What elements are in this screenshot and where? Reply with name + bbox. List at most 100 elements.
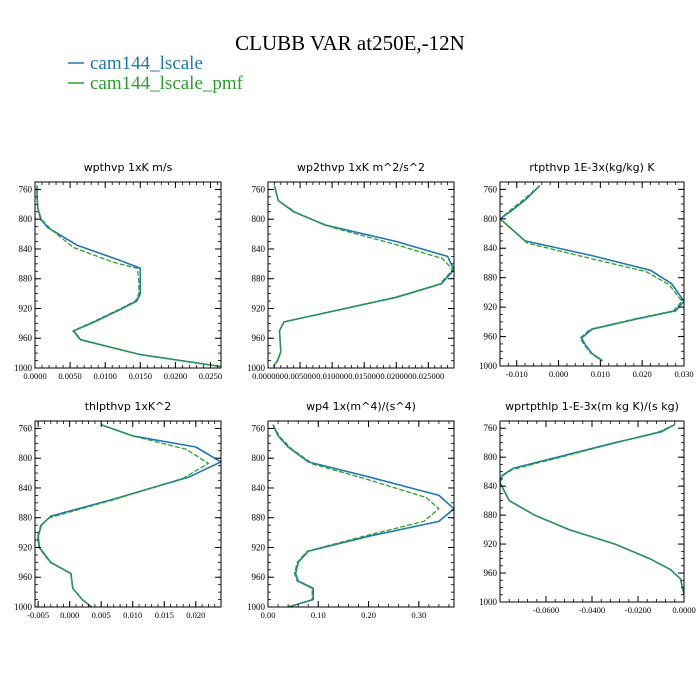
panel-6: wprtpthlp 1-E-3x(m kg K)/(s kg) 760 800 840… [479,400,696,615]
x-tick-label: -0.010 [506,369,528,379]
x-tick-label: 0.005000 [284,371,316,381]
y-tick-label: 800 [19,214,33,224]
x-tick-label: 0.020 [186,610,205,620]
x-tick-label: 0.0100 [94,371,117,381]
x-tick-label: 0.30 [411,610,426,620]
y-tick-label: 1000 [14,602,33,612]
x-tick-label: -0.0400 [579,605,605,615]
x-tick-label: 0.010 [123,610,142,620]
series-line-2 [272,424,440,607]
y-tick-label: 960 [252,572,266,582]
y-tick-label: 880 [484,510,498,520]
legend-entry: cam144_lscale [68,53,203,74]
y-tick-label: 840 [252,244,266,254]
y-tick-label: 920 [19,542,33,552]
y-tick-label: 1000 [247,363,266,373]
series-line-2 [36,424,210,607]
x-tick-label: 0.0200 [164,371,187,381]
y-tick-label: 800 [484,214,498,224]
y-tick-label: 920 [484,302,498,312]
panel-2: wp2thvp 1xK m^2/s^2 760 800 840 880 920 960 100… [247,161,455,381]
x-tick-label: 0.0000 [672,605,695,615]
y-tick-label: 800 [484,452,498,462]
figure-title: CLUBB VAR at250E,-12N [235,31,465,55]
panel-1: wpthvp 1xK m/s76080084088092096010000.00… [14,161,222,381]
legend-entry: cam144_lscale_pmf [68,73,244,94]
y-tick-label: 920 [252,542,266,552]
legend: cam144_lscale cam144_lscale_pmf [68,53,244,94]
y-tick-label: 800 [252,453,266,463]
y-tick-label: 840 [252,483,266,493]
x-tick-label: -0.0200 [625,605,651,615]
y-tick-label: 960 [19,572,33,582]
x-tick-label: 0.025000 [412,371,444,381]
y-tick-label: 840 [19,483,33,493]
y-tick-label: 960 [484,568,498,578]
x-tick-label: 0.0250 [199,371,222,381]
y-tick-label: 1000 [247,602,266,612]
y-tick-label: 840 [484,481,498,491]
y-tick-label: 880 [484,273,498,283]
y-tick-label: 960 [252,333,266,343]
y-tick-label: 960 [19,333,33,343]
y-tick-label: 760 [19,423,33,433]
plot-frame [34,181,222,369]
y-tick-label: 880 [19,274,33,284]
x-tick-label: 0.00 [261,610,276,620]
series-line-2 [500,424,684,595]
panel-4: thlpthvp 1xK^2 760 800 840 880 920 960 1000-0.0… [14,400,222,620]
panel-title: wprtpthlp 1-E-3x(m kg K)/(s kg) [505,400,679,413]
x-tick-label: 0.0050 [58,371,81,381]
x-tick-label: 0.010 [591,369,610,379]
y-tick-label: 960 [484,332,498,342]
x-tick-label: 0.015 [155,610,174,620]
panel-3: rtpthvp 1E-3x(kg/kg) K 760 800 840 880 920 960… [479,161,694,379]
panel-title: rtpthvp 1E-3x(kg/kg) K [529,161,655,174]
x-tick-label: 0.020000 [380,371,412,381]
plot-frame [34,420,222,608]
y-tick-label: 800 [252,214,266,224]
x-tick-label: 0.10 [311,610,326,620]
y-tick-label: 760 [19,184,33,194]
x-tick-label: 0.000 [60,610,79,620]
y-tick-label: 920 [19,303,33,313]
x-tick-label: 0.010000 [316,371,348,381]
panel-5: wp4 1x(m^4)/(s^4)76080084088092096010000… [247,400,455,620]
panel-grid: wpthvp 1xK m/s76080084088092096010000.00… [14,161,696,620]
y-tick-label: 880 [252,513,266,523]
panel-title: wp4 1x(m^4)/(s^4) [306,400,416,413]
panel-title: wpthvp 1xK m/s [84,161,173,174]
y-tick-label: 880 [252,274,266,284]
x-tick-label: -0.0600 [533,605,559,615]
x-tick-label: 0.0150 [129,371,152,381]
legend-label: cam144_lscale_pmf [90,73,244,94]
y-tick-label: 920 [252,303,266,313]
y-tick-label: 1000 [479,361,498,371]
y-tick-label: 840 [19,244,33,254]
series-line-2 [36,185,221,368]
y-tick-label: 760 [252,423,266,433]
legend-label: cam144_lscale [90,53,203,74]
y-tick-label: 760 [484,184,498,194]
series-line-2 [272,185,454,367]
series-line-2 [500,185,683,362]
y-tick-label: 1000 [14,363,33,373]
panel-title: thlpthvp 1xK^2 [85,400,172,413]
y-tick-label: 920 [484,539,498,549]
x-tick-label: 0.0000 [23,371,46,381]
x-tick-label: 0.000 [549,369,568,379]
plot-frame [267,181,455,369]
x-tick-label: 0.005 [92,610,111,620]
y-tick-label: 760 [484,423,498,433]
x-tick-label: 0.020 [633,369,652,379]
x-tick-label: -0.005 [27,610,49,620]
x-tick-label: 0.030 [674,369,693,379]
y-tick-label: 840 [484,243,498,253]
x-tick-label: 0.20 [361,610,376,620]
y-tick-label: 800 [19,453,33,463]
y-tick-label: 880 [19,513,33,523]
x-tick-label: 0.015000 [348,371,380,381]
plot-frame [267,420,455,608]
y-tick-label: 760 [252,184,266,194]
